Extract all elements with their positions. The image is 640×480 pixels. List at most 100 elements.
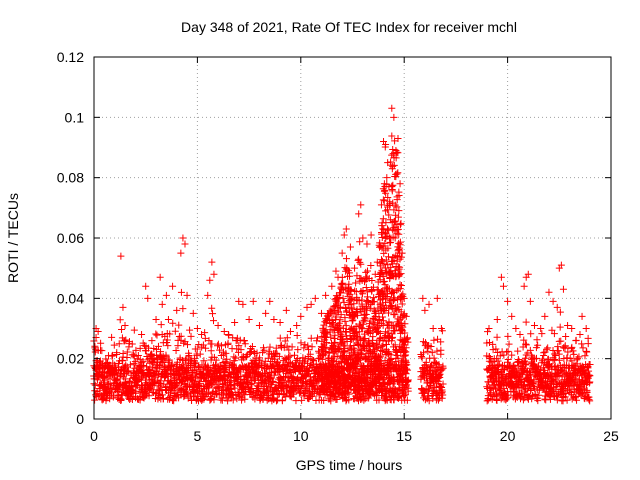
scatter-point	[255, 321, 263, 329]
scatter-point	[286, 328, 294, 336]
scatter-point	[382, 246, 390, 254]
scatter-point	[564, 321, 572, 329]
scatter-point	[378, 343, 386, 351]
scatter-point	[398, 370, 406, 378]
scatter-point	[485, 353, 493, 361]
scatter-point	[384, 193, 392, 201]
scatter-point	[379, 337, 387, 345]
scatter-point	[578, 340, 586, 348]
scatter-point	[224, 331, 232, 339]
scatter-point	[493, 392, 501, 400]
scatter-point	[394, 134, 402, 142]
scatter-point	[422, 339, 430, 347]
scatter-point	[135, 395, 143, 403]
scatter-point	[113, 349, 121, 357]
scatter-point	[106, 380, 114, 388]
scatter-point	[361, 335, 369, 343]
scatter-point	[381, 264, 389, 272]
scatter-point	[504, 347, 512, 355]
scatter-point	[367, 231, 375, 239]
scatter-point	[346, 290, 354, 298]
scatter-point	[320, 397, 328, 405]
scatter-point	[390, 113, 398, 121]
scatter-point	[512, 391, 520, 399]
scatter-point	[159, 391, 167, 399]
scatter-point	[435, 361, 443, 369]
scatter-point	[358, 325, 366, 333]
scatter-point	[272, 397, 280, 405]
scatter-point	[201, 334, 209, 342]
scatter-point	[499, 282, 507, 290]
scatter-point	[384, 159, 392, 167]
scatter-point	[166, 330, 174, 338]
y-tick-label: 0.02	[57, 351, 84, 367]
scatter-point	[180, 339, 188, 347]
scatter-point	[391, 217, 399, 225]
scatter-point	[306, 350, 314, 358]
scatter-point	[327, 397, 335, 405]
scatter-point	[375, 241, 383, 249]
scatter-point	[436, 370, 444, 378]
scatter-point	[260, 346, 268, 354]
scatter-point	[396, 315, 404, 323]
scatter-point	[352, 279, 360, 287]
scatter-point	[420, 349, 428, 357]
scatter-point	[322, 291, 330, 299]
scatter-point	[377, 352, 385, 360]
scatter-point	[569, 347, 577, 355]
scatter-point	[516, 375, 524, 383]
scatter-point	[352, 381, 360, 389]
scatter-point	[384, 388, 392, 396]
scatter-point	[394, 213, 402, 221]
scatter-point	[164, 315, 172, 323]
scatter-point	[534, 341, 542, 349]
scatter-point	[427, 342, 435, 350]
scatter-point	[362, 268, 370, 276]
scatter-point	[210, 317, 218, 325]
scatter-point	[374, 356, 382, 364]
scatter-point	[351, 264, 359, 272]
scatter-point	[390, 206, 398, 214]
scatter-point	[161, 374, 169, 382]
scatter-point	[357, 260, 365, 268]
scatter-point	[339, 294, 347, 302]
scatter-point	[338, 249, 346, 257]
scatter-point	[237, 346, 245, 354]
scatter-point	[397, 253, 405, 261]
scatter-point	[585, 393, 593, 401]
scatter-point	[96, 361, 104, 369]
scatter-point	[557, 261, 565, 269]
chart-title: Day 348 of 2021, Rate Of TEC Index for r…	[181, 19, 517, 35]
scatter-point	[214, 321, 222, 329]
x-axis-label: GPS time / hours	[296, 457, 403, 473]
scatter-point	[555, 356, 563, 364]
scatter-point	[322, 364, 330, 372]
scatter-point	[541, 392, 549, 400]
scatter-point	[541, 348, 549, 356]
scatter-point	[167, 361, 175, 369]
scatter-point	[267, 357, 275, 365]
scatter-point	[167, 371, 175, 379]
scatter-point	[576, 331, 584, 339]
scatter-point	[332, 365, 340, 373]
scatter-point	[555, 350, 563, 358]
scatter-point	[575, 353, 583, 361]
scatter-point	[205, 337, 213, 345]
scatter-point	[377, 201, 385, 209]
scatter-point	[220, 328, 228, 336]
scatter-point	[438, 386, 446, 394]
scatter-point	[320, 364, 328, 372]
scatter-point	[424, 347, 432, 355]
scatter-point	[378, 234, 386, 242]
scatter-point	[177, 288, 185, 296]
scatter-point	[371, 365, 379, 373]
scatter-point	[294, 346, 302, 354]
scatter-point	[384, 309, 392, 317]
scatter-point	[276, 318, 284, 326]
scatter-point	[214, 383, 222, 391]
scatter-point	[401, 391, 409, 399]
scatter-point	[93, 376, 101, 384]
scatter-point	[282, 306, 290, 314]
scatter-point	[353, 309, 361, 317]
